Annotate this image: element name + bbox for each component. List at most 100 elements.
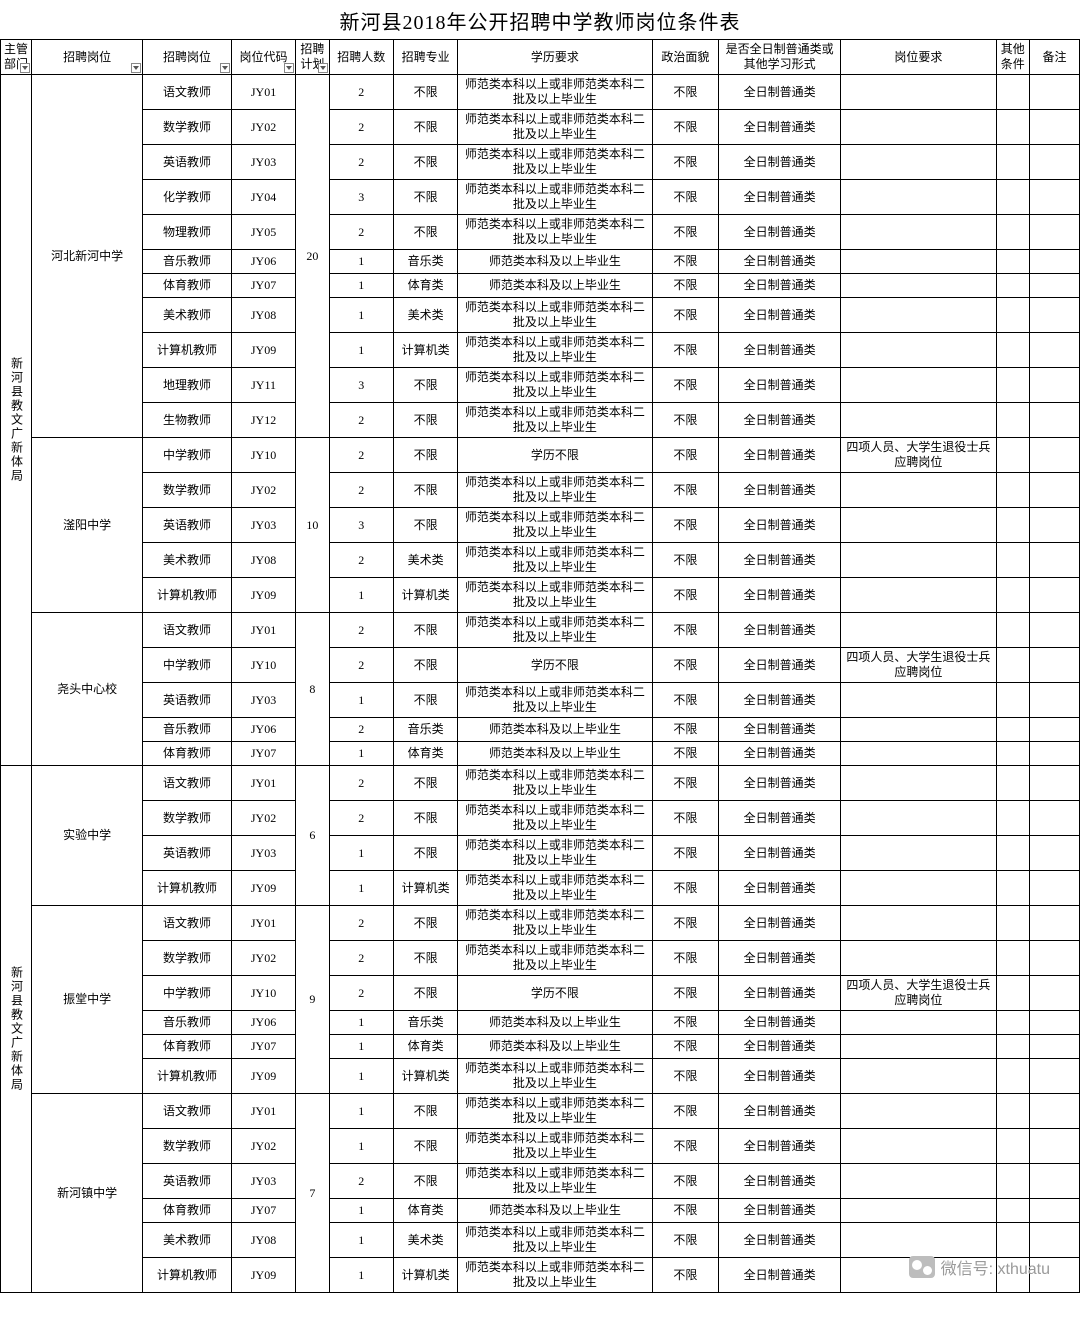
fulltime-cell: 全日制普通类 [719, 333, 841, 368]
filter-icon[interactable] [220, 63, 230, 73]
political-cell: 不限 [652, 1258, 719, 1293]
count-cell: 1 [329, 742, 393, 766]
major-cell: 不限 [393, 75, 457, 110]
position-cell: 音乐教师 [143, 250, 232, 274]
note-cell [1029, 648, 1079, 683]
position-cell: 语文教师 [143, 1094, 232, 1129]
edu-cell: 师范类本科及以上毕业生 [458, 274, 652, 298]
count-cell: 1 [329, 298, 393, 333]
other-cell [996, 613, 1029, 648]
edu-cell: 师范类本科以上或非师范类本科二批及以上毕业生 [458, 508, 652, 543]
edu-cell: 师范类本科以上或非师范类本科二批及以上毕业生 [458, 906, 652, 941]
fulltime-cell: 全日制普通类 [719, 298, 841, 333]
requirement-cell [841, 110, 996, 145]
requirement-cell [841, 298, 996, 333]
fulltime-cell: 全日制普通类 [719, 1164, 841, 1199]
note-cell [1029, 836, 1079, 871]
fulltime-cell: 全日制普通类 [719, 801, 841, 836]
note-cell [1029, 403, 1079, 438]
edu-cell: 师范类本科以上或非师范类本科二批及以上毕业生 [458, 941, 652, 976]
political-cell: 不限 [652, 766, 719, 801]
other-cell [996, 438, 1029, 473]
code-cell: JY09 [231, 1258, 295, 1293]
other-cell [996, 1164, 1029, 1199]
other-cell [996, 1011, 1029, 1035]
col-note: 备注 [1029, 40, 1079, 75]
code-cell: JY11 [231, 368, 295, 403]
position-cell: 语文教师 [143, 613, 232, 648]
table-row: 中学教师JY102不限学历不限不限全日制普通类四项人员、大学生退役士兵应聘岗位 [1, 648, 1080, 683]
other-cell [996, 368, 1029, 403]
political-cell: 不限 [652, 1223, 719, 1258]
major-cell: 计算机类 [393, 871, 457, 906]
other-cell [996, 1199, 1029, 1223]
requirement-cell [841, 578, 996, 613]
edu-cell: 师范类本科以上或非师范类本科二批及以上毕业生 [458, 1094, 652, 1129]
note-cell [1029, 368, 1079, 403]
table-row: 新河镇中学语文教师JY0171不限师范类本科以上或非师范类本科二批及以上毕业生不… [1, 1094, 1080, 1129]
table-row: 英语教师JY031不限师范类本科以上或非师范类本科二批及以上毕业生不限全日制普通… [1, 836, 1080, 871]
count-cell: 2 [329, 613, 393, 648]
position-cell: 语文教师 [143, 766, 232, 801]
position-cell: 英语教师 [143, 145, 232, 180]
political-cell: 不限 [652, 145, 719, 180]
major-cell: 体育类 [393, 742, 457, 766]
table-row: 数学教师JY022不限师范类本科以上或非师范类本科二批及以上毕业生不限全日制普通… [1, 941, 1080, 976]
code-cell: JY06 [231, 1011, 295, 1035]
code-cell: JY01 [231, 906, 295, 941]
filter-icon[interactable] [284, 63, 294, 73]
major-cell: 不限 [393, 368, 457, 403]
requirement-cell [841, 75, 996, 110]
major-cell: 计算机类 [393, 333, 457, 368]
edu-cell: 师范类本科以上或非师范类本科二批及以上毕业生 [458, 578, 652, 613]
filter-icon[interactable] [20, 63, 30, 73]
unit-cell: 河北新河中学 [32, 75, 143, 438]
page: 新河县2018年公开招聘中学教师岗位条件表 主管部门 招聘岗位 招聘岗位 岗位代… [0, 0, 1080, 1293]
political-cell: 不限 [652, 718, 719, 742]
table-row: 新河县教文广新体局河北新河中学语文教师JY01202不限师范类本科以上或非师范类… [1, 75, 1080, 110]
code-cell: JY01 [231, 613, 295, 648]
note-cell [1029, 298, 1079, 333]
other-cell [996, 298, 1029, 333]
requirement-cell [841, 145, 996, 180]
major-cell: 美术类 [393, 298, 457, 333]
fulltime-cell: 全日制普通类 [719, 438, 841, 473]
filter-icon[interactable] [131, 63, 141, 73]
code-cell: JY08 [231, 298, 295, 333]
unit-cell: 新河镇中学 [32, 1094, 143, 1293]
code-cell: JY02 [231, 473, 295, 508]
table-row: 美术教师JY081美术类师范类本科以上或非师范类本科二批及以上毕业生不限全日制普… [1, 1223, 1080, 1258]
requirement-cell [841, 215, 996, 250]
major-cell: 体育类 [393, 274, 457, 298]
edu-cell: 师范类本科以上或非师范类本科二批及以上毕业生 [458, 1059, 652, 1094]
position-cell: 计算机教师 [143, 333, 232, 368]
plan-cell: 20 [296, 75, 329, 438]
table-row: 数学教师JY022不限师范类本科以上或非师范类本科二批及以上毕业生不限全日制普通… [1, 110, 1080, 145]
other-cell [996, 1035, 1029, 1059]
political-cell: 不限 [652, 836, 719, 871]
other-cell [996, 1223, 1029, 1258]
code-cell: JY01 [231, 766, 295, 801]
political-cell: 不限 [652, 274, 719, 298]
fulltime-cell: 全日制普通类 [719, 473, 841, 508]
position-cell: 数学教师 [143, 1129, 232, 1164]
table-header: 主管部门 招聘岗位 招聘岗位 岗位代码 招聘计划 招聘人数 招聘专业 学历要求 … [1, 40, 1080, 75]
filter-icon[interactable] [318, 63, 328, 73]
major-cell: 美术类 [393, 1223, 457, 1258]
table-row: 数学教师JY022不限师范类本科以上或非师范类本科二批及以上毕业生不限全日制普通… [1, 473, 1080, 508]
edu-cell: 师范类本科及以上毕业生 [458, 1011, 652, 1035]
edu-cell: 师范类本科以上或非师范类本科二批及以上毕业生 [458, 75, 652, 110]
fulltime-cell: 全日制普通类 [719, 683, 841, 718]
note-cell [1029, 1199, 1079, 1223]
code-cell: JY03 [231, 145, 295, 180]
fulltime-cell: 全日制普通类 [719, 1011, 841, 1035]
requirement-cell [841, 1164, 996, 1199]
edu-cell: 师范类本科以上或非师范类本科二批及以上毕业生 [458, 836, 652, 871]
other-cell [996, 871, 1029, 906]
col-major: 招聘专业 [393, 40, 457, 75]
position-cell: 地理教师 [143, 368, 232, 403]
edu-cell: 师范类本科及以上毕业生 [458, 1199, 652, 1223]
code-cell: JY07 [231, 1035, 295, 1059]
watermark: 微信号: xthuatu [909, 1255, 1050, 1279]
edu-cell: 师范类本科以上或非师范类本科二批及以上毕业生 [458, 871, 652, 906]
